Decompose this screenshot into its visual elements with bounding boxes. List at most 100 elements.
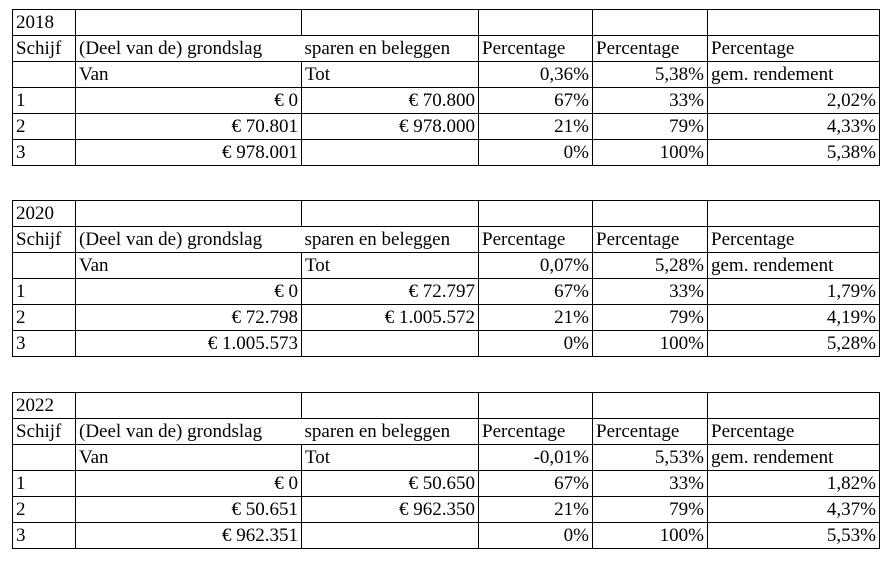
tot-cell	[301, 522, 479, 549]
year-cell: 2022	[12, 392, 76, 419]
header-grondslag-part2: sparen en beleggen	[301, 35, 479, 62]
schijf-cell: 3	[12, 139, 76, 166]
tot-cell: € 962.350	[301, 496, 479, 523]
percentage-3-cell: 5,28%	[707, 330, 880, 357]
van-cell: € 1.005.573	[75, 330, 302, 357]
year-row: 2020	[12, 200, 880, 227]
header-percentage-2: Percentage	[592, 226, 708, 253]
table-row: 3 € 1.005.573 0% 100% 5,28%	[12, 330, 880, 357]
tot-cell: € 50.650	[301, 470, 479, 497]
percentage-3-cell: 1,82%	[707, 470, 880, 497]
empty-cell	[12, 252, 76, 279]
van-cell: € 978.001	[75, 139, 302, 166]
table-row: 2 € 70.801 € 978.000 21% 79% 4,33%	[12, 113, 880, 140]
schijf-cell: 3	[12, 330, 76, 357]
percentage-3-cell: 5,53%	[707, 522, 880, 549]
percentage-1-cell: 0%	[478, 330, 593, 357]
year-cell: 2018	[12, 9, 76, 36]
empty-cell	[75, 9, 302, 36]
header-row: Schijf (Deel van de) grondslag sparen en…	[12, 418, 880, 445]
subheader-van: Van	[75, 252, 302, 279]
header-grondslag-part1: (Deel van de) grondslag	[75, 418, 302, 445]
empty-cell	[12, 61, 76, 88]
header-percentage-1: Percentage	[478, 418, 593, 445]
header-row: Schijf (Deel van de) grondslag sparen en…	[12, 35, 880, 62]
van-cell: € 0	[75, 278, 302, 305]
subheader-rate-1: 0,36%	[478, 61, 593, 88]
header-schijf: Schijf	[12, 226, 76, 253]
empty-cell	[478, 9, 593, 36]
header-schijf: Schijf	[12, 418, 76, 445]
table-row: 3 € 978.001 0% 100% 5,38%	[12, 139, 880, 166]
empty-cell	[75, 392, 302, 419]
empty-cell	[707, 392, 880, 419]
percentage-3-cell: 1,79%	[707, 278, 880, 305]
header-percentage-1: Percentage	[478, 35, 593, 62]
percentage-2-cell: 33%	[592, 87, 708, 114]
tax-table-2022: 2022 Schijf (Deel van de) grondslag spar…	[12, 392, 880, 549]
subheader-rate-1: -0,01%	[478, 444, 593, 471]
empty-cell	[301, 9, 479, 36]
percentage-2-cell: 33%	[592, 470, 708, 497]
tot-cell	[301, 139, 479, 166]
percentage-2-cell: 33%	[592, 278, 708, 305]
schijf-cell: 2	[12, 113, 76, 140]
header-row: Schijf (Deel van de) grondslag sparen en…	[12, 226, 880, 253]
header-percentage-1: Percentage	[478, 226, 593, 253]
header-grondslag-part1: (Deel van de) grondslag	[75, 226, 302, 253]
percentage-2-cell: 100%	[592, 522, 708, 549]
schijf-cell: 2	[12, 496, 76, 523]
header-grondslag-part1: (Deel van de) grondslag	[75, 35, 302, 62]
schijf-cell: 1	[12, 87, 76, 114]
header-percentage-3: Percentage	[707, 418, 880, 445]
table-row: 2 € 72.798 € 1.005.572 21% 79% 4,19%	[12, 304, 880, 331]
percentage-3-cell: 5,38%	[707, 139, 880, 166]
percentage-1-cell: 67%	[478, 470, 593, 497]
van-cell: € 962.351	[75, 522, 302, 549]
empty-cell	[592, 392, 708, 419]
percentage-1-cell: 67%	[478, 278, 593, 305]
schijf-cell: 1	[12, 470, 76, 497]
percentage-3-cell: 4,37%	[707, 496, 880, 523]
van-cell: € 70.801	[75, 113, 302, 140]
header-percentage-3: Percentage	[707, 226, 880, 253]
subheader-row: Van Tot 0,07% 5,28% gem. rendement	[12, 252, 880, 279]
subheader-rate-3: gem. rendement	[707, 61, 880, 88]
tax-table-2020: 2020 Schijf (Deel van de) grondslag spar…	[12, 200, 880, 357]
empty-cell	[478, 200, 593, 227]
percentage-2-cell: 79%	[592, 304, 708, 331]
empty-cell	[301, 392, 479, 419]
van-cell: € 50.651	[75, 496, 302, 523]
van-cell: € 0	[75, 470, 302, 497]
header-percentage-2: Percentage	[592, 418, 708, 445]
tot-cell: € 70.800	[301, 87, 479, 114]
header-grondslag-part2: sparen en beleggen	[301, 226, 479, 253]
subheader-tot: Tot	[301, 252, 479, 279]
tot-cell: € 72.797	[301, 278, 479, 305]
empty-cell	[707, 200, 880, 227]
subheader-rate-1: 0,07%	[478, 252, 593, 279]
percentage-1-cell: 67%	[478, 87, 593, 114]
percentage-2-cell: 100%	[592, 139, 708, 166]
header-schijf: Schijf	[12, 35, 76, 62]
empty-cell	[301, 200, 479, 227]
header-percentage-3: Percentage	[707, 35, 880, 62]
year-row: 2018	[12, 9, 880, 36]
table-row: 1 € 0 € 70.800 67% 33% 2,02%	[12, 87, 880, 114]
percentage-1-cell: 21%	[478, 304, 593, 331]
empty-cell	[592, 9, 708, 36]
tax-table-2018: 2018 Schijf (Deel van de) grondslag spar…	[12, 9, 880, 166]
van-cell: € 0	[75, 87, 302, 114]
empty-cell	[707, 9, 880, 36]
percentage-1-cell: 21%	[478, 496, 593, 523]
subheader-van: Van	[75, 61, 302, 88]
percentage-2-cell: 100%	[592, 330, 708, 357]
subheader-tot: Tot	[301, 61, 479, 88]
empty-cell	[75, 200, 302, 227]
tot-cell	[301, 330, 479, 357]
empty-cell	[12, 444, 76, 471]
tot-cell: € 978.000	[301, 113, 479, 140]
schijf-cell: 3	[12, 522, 76, 549]
header-percentage-2: Percentage	[592, 35, 708, 62]
percentage-3-cell: 2,02%	[707, 87, 880, 114]
